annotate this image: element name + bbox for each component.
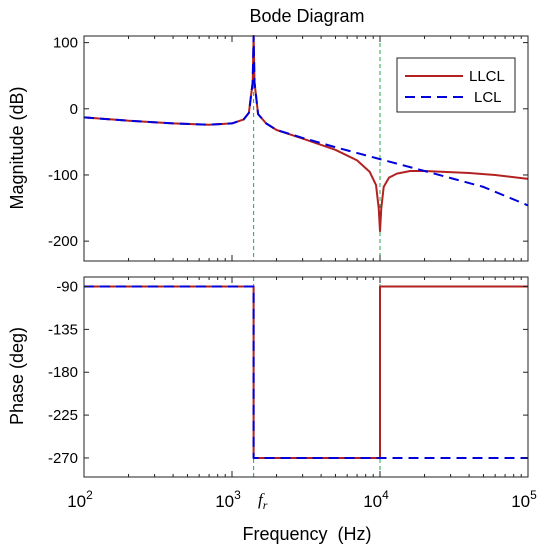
legend-box	[396, 57, 516, 113]
x-tick-label-0: 102	[67, 488, 93, 511]
phase-series-lcl	[84, 285, 528, 459]
x-tick-exp-1: 3	[234, 488, 241, 502]
magnitude-ylabel: Magnitude (dB)	[7, 86, 27, 209]
x-axis-label: Frequency (Hz)	[242, 524, 371, 544]
x-ticks: 102 103 104 105	[67, 36, 537, 511]
phase-y-tick-label-3: -225	[48, 407, 78, 424]
legend-label-llcl: LLCL	[469, 68, 505, 85]
phase-y-tick-label-4: -270	[48, 450, 78, 467]
phase-markers	[253, 277, 381, 477]
phase-panel: -90 -135 -180 -225 -270 Phase (deg)	[7, 276, 529, 478]
magnitude-markers	[253, 36, 381, 261]
x-tick-label-3: 105	[511, 488, 537, 511]
magnitude-y-tick-label-0: 100	[53, 35, 78, 52]
magnitude-series-llcl	[83, 35, 529, 233]
resonance-label-sub: r	[263, 498, 268, 512]
x-tick-base-2: 10	[363, 492, 382, 511]
magnitude-y-tick-label-3: -200	[48, 233, 78, 250]
magnitude-y-tick-label-1: 0	[70, 101, 78, 118]
phase-y-tick-label-2: -180	[48, 364, 78, 381]
resonance-label: fr	[258, 490, 268, 512]
phase-frame	[83, 276, 529, 478]
phase-series-llcl	[84, 285, 528, 459]
x-tick-base-0: 10	[67, 492, 86, 511]
phase-ylabel: Phase (deg)	[7, 327, 27, 425]
phase-y-tick-label-0: -90	[56, 279, 78, 296]
magnitude-y-tick-label-2: -100	[48, 167, 78, 184]
x-tick-label-1: 103	[215, 488, 241, 511]
magnitude-series	[83, 35, 529, 233]
phase-y-ticks: -90 -135 -180 -225 -270	[48, 279, 528, 467]
magnitude-y-ticks: 100 0 -100 -200	[48, 35, 528, 250]
x-tick-label-2: 104	[363, 488, 389, 511]
x-tick-base-3: 10	[511, 492, 530, 511]
phase-series	[84, 285, 528, 459]
x-tick-base-1: 10	[215, 492, 234, 511]
x-tick-exp-3: 5	[530, 488, 537, 502]
legend: LLCL LCL	[396, 57, 516, 113]
magnitude-series-lcl	[83, 35, 529, 207]
x-tick-exp-0: 2	[86, 488, 93, 502]
x-tick-exp-2: 4	[382, 488, 389, 502]
magnitude-frame	[83, 35, 529, 262]
chart-title: Bode Diagram	[249, 6, 364, 26]
legend-label-lcl: LCL	[474, 89, 502, 106]
phase-y-tick-label-1: -135	[48, 321, 78, 338]
magnitude-panel: 100 0 -100 -200 Magnitude (dB)	[7, 35, 529, 262]
resonance-label-main: f	[258, 490, 265, 509]
